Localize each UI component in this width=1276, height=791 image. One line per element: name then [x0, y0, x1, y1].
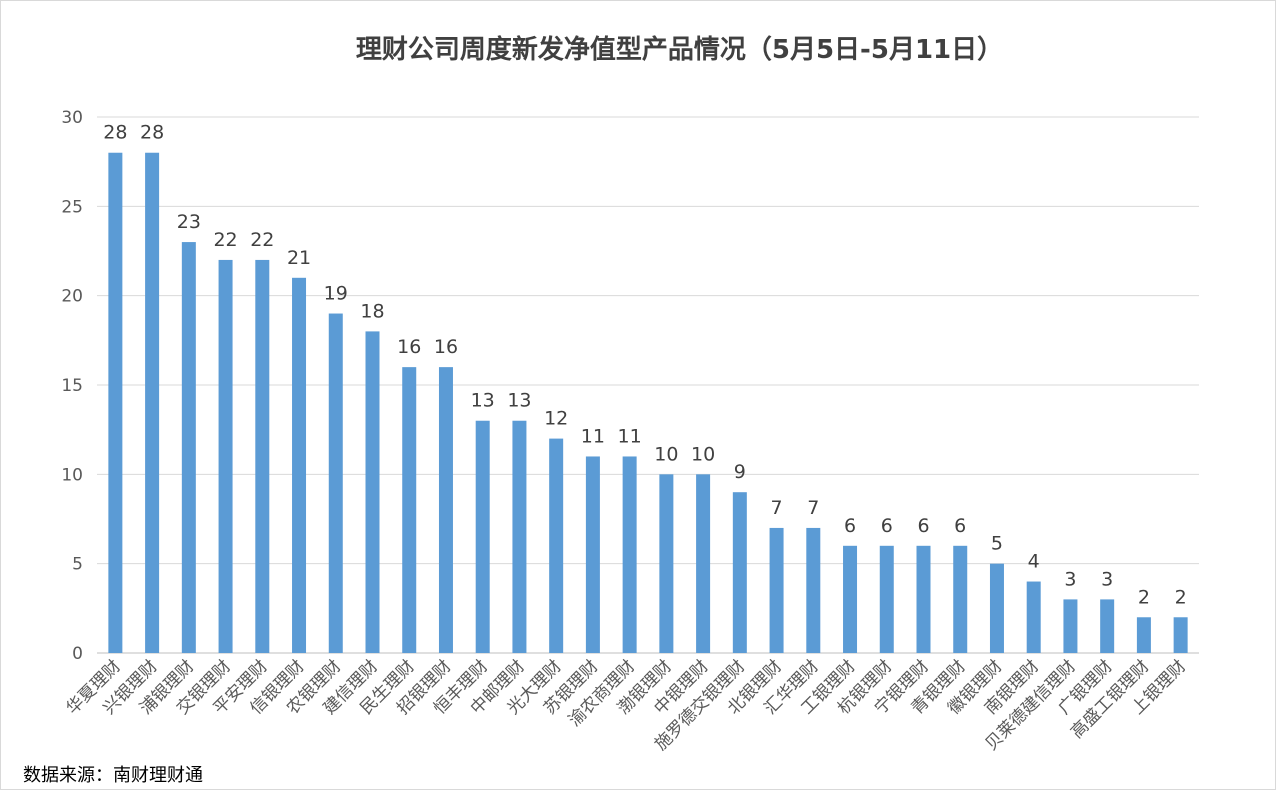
bar	[989, 563, 1004, 653]
bar	[181, 242, 196, 654]
bar	[879, 545, 894, 653]
bar	[549, 438, 564, 653]
data-label: 5	[991, 533, 1003, 555]
y-tick-label: 15	[61, 376, 83, 396]
gridlines	[97, 116, 1199, 654]
bar	[365, 331, 380, 653]
bar	[255, 259, 270, 653]
bar	[806, 527, 821, 653]
data-label: 3	[1101, 568, 1113, 590]
data-label: 16	[397, 336, 421, 358]
bar	[438, 367, 453, 653]
bar	[659, 474, 674, 653]
y-tick-label: 5	[72, 555, 83, 575]
y-tick-label: 30	[61, 108, 83, 128]
data-label: 18	[360, 300, 384, 322]
data-label: 28	[103, 122, 127, 144]
data-label: 11	[581, 425, 605, 447]
bar	[1026, 581, 1041, 653]
data-label: 6	[881, 515, 893, 537]
bar	[145, 152, 160, 653]
data-label: 13	[471, 390, 495, 412]
bar	[953, 545, 968, 653]
bar	[1173, 617, 1188, 653]
data-label: 16	[434, 336, 458, 358]
data-label: 2	[1175, 586, 1187, 608]
bar	[843, 545, 858, 653]
bar	[328, 313, 343, 653]
bar	[512, 420, 527, 653]
data-label: 4	[1028, 551, 1040, 573]
data-label: 6	[954, 515, 966, 537]
y-tick-label: 10	[61, 465, 83, 485]
bars	[108, 152, 1188, 654]
data-label: 10	[654, 443, 678, 465]
bar	[732, 492, 747, 653]
chart-title: 理财公司周度新发净值型产品情况（5月5日-5月11日）	[355, 35, 1004, 65]
bar	[916, 545, 931, 653]
source-note: 数据来源：南财理财通	[23, 765, 203, 786]
bar	[402, 367, 417, 653]
data-label: 12	[544, 408, 568, 430]
data-label: 3	[1064, 568, 1076, 590]
data-label: 22	[250, 229, 274, 251]
y-axis: 0 5 10 15 20 25 30	[61, 108, 83, 664]
bar	[218, 259, 233, 653]
bar	[475, 420, 490, 653]
data-label: 2	[1138, 586, 1150, 608]
bar	[292, 277, 307, 653]
bar	[108, 152, 123, 653]
bar	[1100, 599, 1115, 653]
data-label: 21	[287, 247, 311, 269]
data-label: 28	[140, 122, 164, 144]
bar	[769, 527, 784, 653]
y-tick-label: 20	[61, 287, 83, 307]
bar	[1136, 617, 1151, 653]
data-label: 9	[734, 461, 746, 483]
data-label: 10	[691, 443, 715, 465]
bar	[696, 474, 711, 653]
data-label: 22	[213, 229, 237, 251]
data-label: 23	[177, 211, 201, 233]
data-label: 7	[771, 497, 783, 519]
data-label: 11	[618, 425, 642, 447]
x-axis: 华夏理财兴银理财浦银理财交银理财平安理财信银理财农银理财建信理财民生理财招银理财…	[63, 656, 1190, 754]
bar	[585, 456, 600, 653]
y-tick-label: 0	[72, 644, 83, 664]
bar	[1063, 599, 1078, 653]
data-label: 6	[844, 515, 856, 537]
data-label: 13	[507, 390, 531, 412]
bar	[622, 456, 637, 653]
data-label: 19	[324, 283, 348, 305]
data-label: 7	[807, 497, 819, 519]
y-tick-label: 25	[61, 197, 83, 217]
data-label: 6	[917, 515, 929, 537]
